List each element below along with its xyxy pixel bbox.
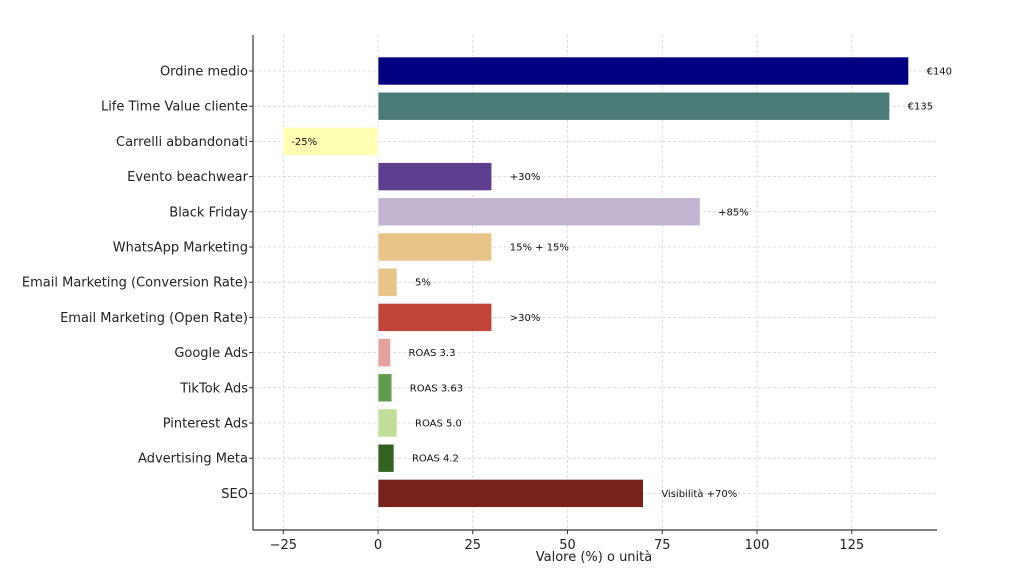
bar xyxy=(377,479,644,508)
bar xyxy=(377,408,398,438)
category-label: Ordine medio xyxy=(160,65,248,80)
data-label: €140 xyxy=(927,67,952,78)
category-label: Email Marketing (Conversion Rate) xyxy=(22,276,248,291)
x-tick-label: 0 xyxy=(374,538,382,553)
x-tick-label: 75 xyxy=(654,538,671,553)
category-label: Life Time Value cliente xyxy=(101,100,248,115)
axes: −25 0 25 50 75 100 125 xyxy=(249,35,937,553)
bar xyxy=(377,338,391,367)
data-label: ROAS 4.2 xyxy=(412,454,459,465)
data-label: Visibilità +70% xyxy=(661,488,737,500)
data-label: -25% xyxy=(291,137,317,148)
bar xyxy=(377,162,493,191)
x-tick-label: 125 xyxy=(839,538,864,553)
category-label: SEO xyxy=(221,487,248,502)
bars xyxy=(283,56,909,508)
x-tick-label: 25 xyxy=(465,538,482,553)
bar xyxy=(377,267,398,297)
x-tick-label: 100 xyxy=(745,538,770,553)
data-label: +30% xyxy=(510,172,541,183)
bar xyxy=(377,56,909,86)
bar xyxy=(283,127,379,156)
category-label: WhatsApp Marketing xyxy=(113,241,248,256)
data-label: +85% xyxy=(718,207,749,218)
data-label: 5% xyxy=(415,278,431,289)
category-label: Google Ads xyxy=(174,346,248,361)
category-label: Email Marketing (Open Rate) xyxy=(60,311,248,326)
bar xyxy=(377,443,395,473)
category-labels: Ordine medio Life Time Value cliente Carre… xyxy=(22,65,249,502)
category-label: Evento beachwear xyxy=(127,170,249,185)
x-tick-label: 50 xyxy=(559,538,576,553)
data-label: ROAS 5.0 xyxy=(415,419,462,430)
category-label: Pinterest Ads xyxy=(163,417,248,432)
bar xyxy=(377,91,890,121)
category-label: Carrelli abbandonati xyxy=(116,135,248,150)
bar xyxy=(377,303,493,332)
bar xyxy=(377,232,493,262)
category-label: Advertising Meta xyxy=(138,452,248,467)
data-label: ROAS 3.3 xyxy=(409,348,456,359)
data-label: 15% + 15% xyxy=(510,243,569,254)
data-label: ROAS 3.63 xyxy=(410,383,463,394)
bar xyxy=(377,373,393,403)
data-label: €135 xyxy=(908,102,933,113)
category-label: TikTok Ads xyxy=(179,381,248,396)
data-label: >30% xyxy=(510,313,541,324)
x-tick-label: −25 xyxy=(270,538,297,553)
category-label: Black Friday xyxy=(169,205,248,220)
bar xyxy=(377,197,701,227)
data-labels: €140 €135 -25% +30% +85% 15% + 15% 5% >30% ROAS … xyxy=(291,67,952,500)
x-axis-label: Valore (%) o unità xyxy=(536,550,652,565)
